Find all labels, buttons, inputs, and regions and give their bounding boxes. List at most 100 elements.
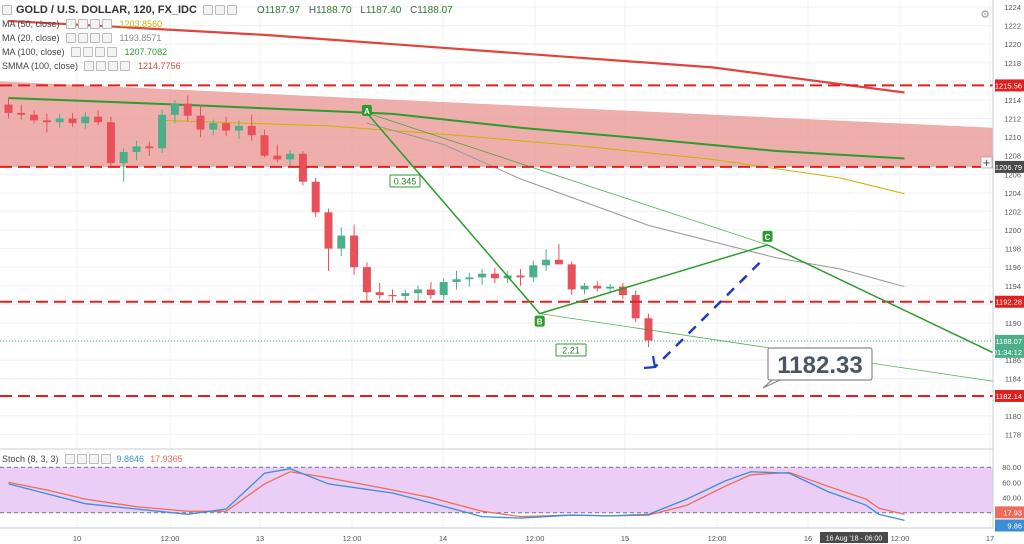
level-badge: 1215.56 <box>995 81 1022 90</box>
moving-averages <box>8 19 905 288</box>
more-icon[interactable] <box>226 5 237 15</box>
horizontal-levels <box>0 84 993 397</box>
candle-up <box>119 151 128 164</box>
level-badge: 1182.14 <box>995 392 1022 401</box>
stoch-legend[interactable]: Stoch (8, 3, 3) 9.8646 17.9365 <box>0 454 183 464</box>
candle-down <box>247 125 256 136</box>
candle-down <box>388 295 397 297</box>
indicator-buttons[interactable] <box>65 33 112 43</box>
price-tick-label: 1222 <box>1004 22 1021 31</box>
price-tick-label: 1190 <box>1005 319 1021 328</box>
pattern-point-label: B <box>537 318 543 327</box>
ma-line <box>366 122 905 288</box>
price-tick-label: 1184 <box>1005 375 1021 384</box>
stoch-tick-label: 40.00 <box>1002 494 1021 503</box>
candle-down <box>68 118 77 124</box>
price-tick-label: 1200 <box>1004 226 1021 235</box>
indicator-name: MA (20, close) <box>2 33 60 43</box>
time-tick-label: 12:00 <box>526 534 545 543</box>
time-badge: 16 Aug '18 - 06:00 <box>826 536 883 543</box>
pattern-point-marker <box>361 104 372 116</box>
indicator-row-ma50[interactable]: MA (50, close) 1203.8560 <box>0 17 459 31</box>
eye-icon <box>65 19 76 29</box>
stoch-d-value: 17.9365 <box>150 454 183 464</box>
pattern-point-marker <box>762 230 773 242</box>
target-callout[interactable]: 1182.33 <box>767 347 873 381</box>
stoch-buttons[interactable] <box>64 454 111 464</box>
candle-up <box>401 293 410 296</box>
gear-icon <box>82 47 93 57</box>
gear-icon <box>77 33 88 43</box>
time-axis: 10 12:00 13 12:00 14 12:00 15 12:00 16 12:00 17 16 … <box>0 529 994 544</box>
price-tick-label: 1206 <box>1004 170 1021 179</box>
stoch-tick-label: 80.00 <box>1002 463 1021 472</box>
stoch-d-badge-bg <box>995 506 1024 519</box>
resistance-zone <box>0 81 993 167</box>
pattern-point-label: C <box>765 233 771 242</box>
pattern-abcd-line <box>366 112 1024 369</box>
candle-down <box>324 212 333 249</box>
price-axis: 1224122212201218121612141212121012081206… <box>980 0 1024 544</box>
stoch-d-line <box>8 471 905 518</box>
time-tick-label: 16 <box>804 534 812 543</box>
close-icon <box>100 454 111 464</box>
indicator-buttons[interactable] <box>65 19 112 29</box>
gear-icon[interactable] <box>214 5 225 15</box>
target-callout-box <box>767 347 873 381</box>
indicator-buttons[interactable] <box>84 61 131 71</box>
time-tick-label: 12:00 <box>891 534 910 543</box>
arrow-head-icon <box>643 355 657 370</box>
gear-icon <box>76 454 87 464</box>
candle-up <box>234 125 243 131</box>
indicator-buttons[interactable] <box>70 47 117 57</box>
time-tick-label: 13 <box>256 534 264 543</box>
indicator-row-smma100[interactable]: SMMA (100, close) 1214.7756 <box>0 59 459 73</box>
indicator-name: SMMA (100, close) <box>2 61 79 71</box>
stoch-k-badge: 9.86 <box>1007 522 1022 531</box>
candle-down <box>516 275 525 278</box>
candle-down <box>362 267 371 293</box>
candle-down <box>42 120 51 123</box>
candle-down <box>298 153 307 182</box>
indicator-row-ma100[interactable]: MA (100, close) 1207.7082 <box>0 45 459 59</box>
price-tick-label: 1214 <box>1004 96 1021 105</box>
eye-icon[interactable] <box>202 5 213 15</box>
candle-down <box>490 273 499 279</box>
stoch-d-badge: 17.93 <box>1003 508 1022 517</box>
price-tick-label: 1198 <box>1005 245 1021 254</box>
price-tick-label: 1202 <box>1004 207 1021 216</box>
symbol-toggle[interactable] <box>2 5 12 15</box>
time-tick-label: 12:00 <box>708 534 727 543</box>
candle-down <box>196 115 205 130</box>
plus-icon <box>108 61 119 71</box>
ma-line <box>8 19 905 94</box>
indicator-value: 1207.7082 <box>124 47 168 57</box>
candle-up <box>478 273 487 278</box>
candle-up <box>337 235 346 249</box>
stoch-k-line <box>8 468 905 522</box>
candle-down <box>618 286 627 296</box>
price-tick-label: 1180 <box>1005 412 1021 421</box>
level-badge-bg <box>995 389 1024 402</box>
price-tick-label: 1210 <box>1004 133 1021 142</box>
indicator-row-ma20[interactable]: MA (20, close) 1193.8571 <box>0 31 459 45</box>
candle-down <box>593 285 602 289</box>
time-tick-label: 10 <box>73 534 81 543</box>
price-tick-label: 1186 <box>1005 356 1021 365</box>
stoch-tick-label: 60.00 <box>1002 478 1021 487</box>
indicator-value: 1193.8571 <box>119 33 162 43</box>
close-icon <box>101 33 112 43</box>
candle-up <box>580 285 589 290</box>
current-price-badge: 1188.07 <box>995 337 1022 346</box>
ohlc-readout: O1187.97 H1188.70 L1187.40 C1188.07 <box>256 4 453 16</box>
candle-up <box>452 279 461 283</box>
symbol-buttons[interactable] <box>202 5 237 15</box>
gear-icon: ⚙ <box>980 8 990 21</box>
pattern-point-label: A <box>364 107 370 116</box>
candle-up <box>209 123 218 130</box>
candle-down <box>222 123 231 131</box>
ratio-label-box <box>555 343 587 357</box>
time-badge-bg <box>820 532 888 543</box>
